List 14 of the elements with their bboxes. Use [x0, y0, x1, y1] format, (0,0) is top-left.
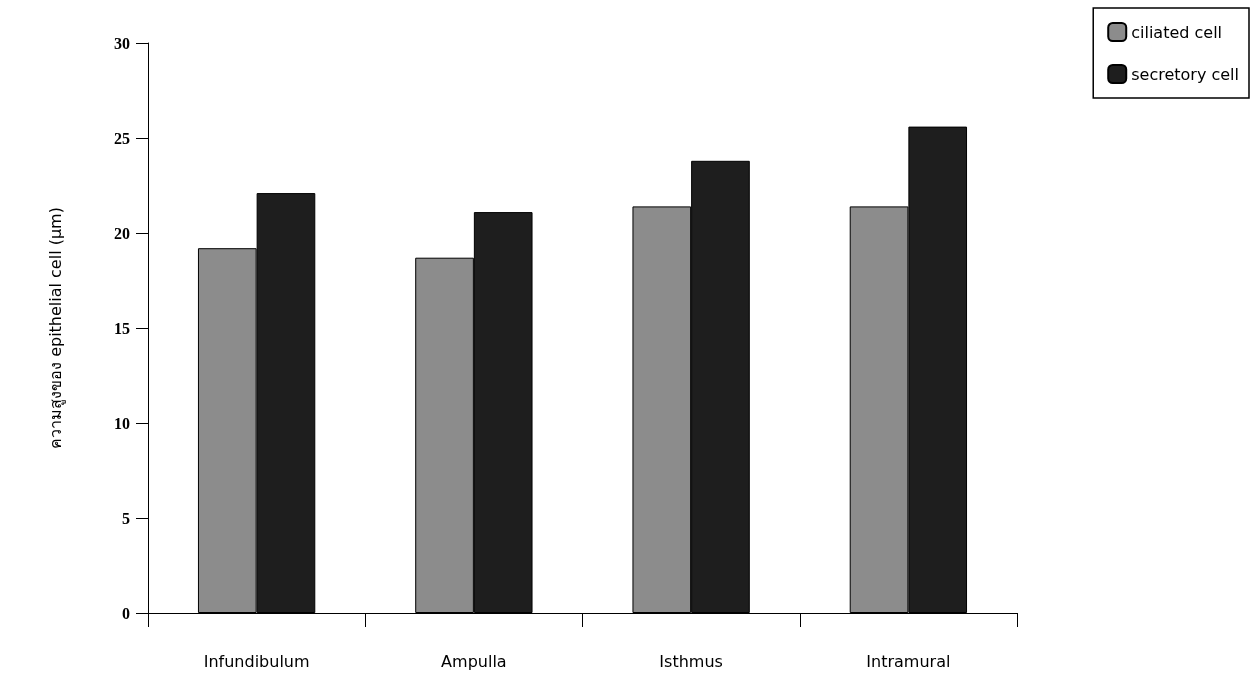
- x-tick-label: Infundibulum: [203, 651, 310, 671]
- x-tick-label: Isthmus: [659, 651, 723, 671]
- y-tick-label: 10: [114, 414, 130, 432]
- y-tick-label: 20: [114, 224, 130, 242]
- y-axis-title: ความสูงของ epithelial cell (µm): [45, 207, 66, 449]
- legend-label: ciliated cell: [1131, 22, 1223, 42]
- x-tick-label: Ampulla: [441, 651, 507, 671]
- y-tick-label: 0: [122, 604, 130, 622]
- legend-label: secretory cell: [1131, 64, 1240, 84]
- x-tick-label: Intramural: [866, 651, 951, 671]
- y-tick-label: 30: [114, 34, 130, 52]
- y-tick-label: 15: [114, 319, 130, 337]
- y-tick-label: 5: [122, 509, 130, 527]
- y-tick-label: 25: [114, 129, 130, 147]
